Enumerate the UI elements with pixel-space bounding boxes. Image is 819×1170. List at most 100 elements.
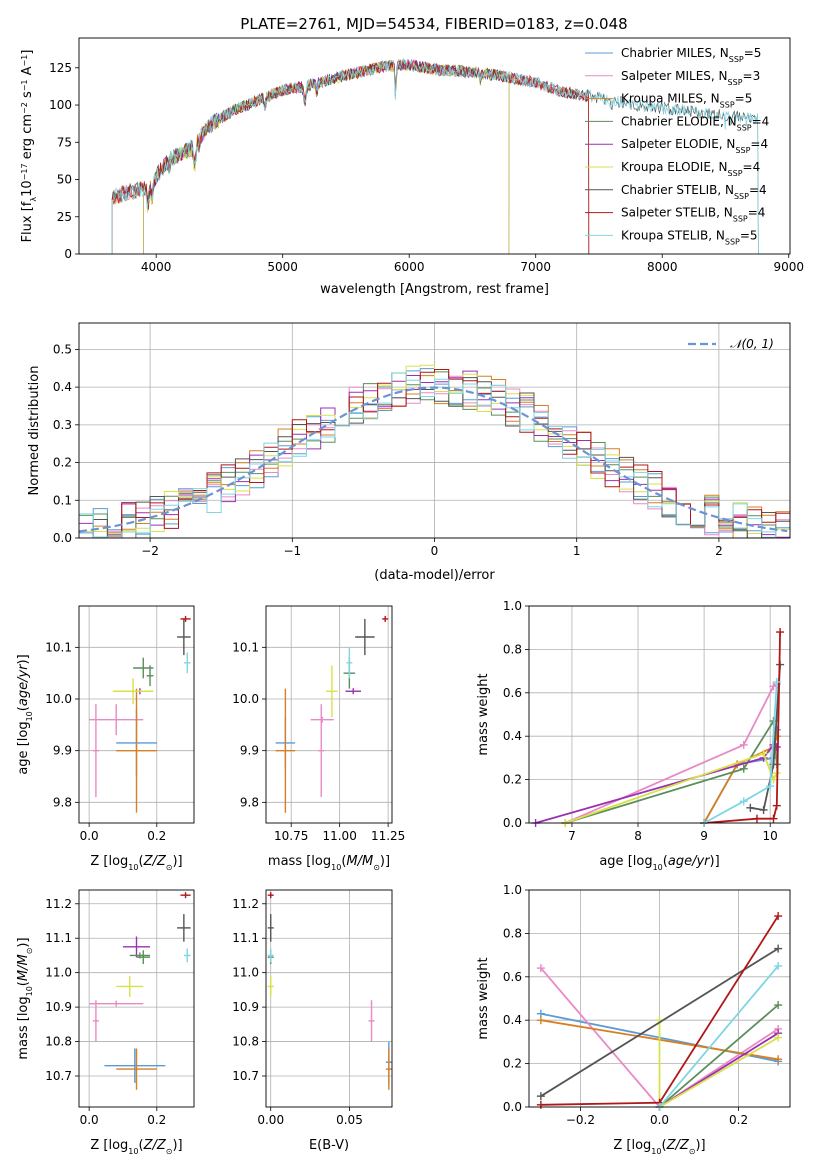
- x-tick-label: 0.0: [80, 1113, 99, 1127]
- y-tick-label: 0.2: [53, 456, 72, 470]
- text-part: 10: [653, 863, 663, 872]
- y-axis-label: mass weight: [476, 673, 491, 755]
- text-part: =5: [740, 228, 758, 242]
- text-part: =5: [735, 92, 753, 106]
- text-part: )]: [172, 1138, 182, 1153]
- text-part: Z/Z: [143, 854, 167, 869]
- y-tick-label: 11.1: [232, 931, 259, 945]
- weight-line-chabrier-stelib: [540, 947, 779, 1097]
- text-part: =4: [749, 183, 767, 197]
- x-axis-label: age [log10(age/yr)]: [599, 854, 719, 872]
- y-tick-label: 0.1: [53, 493, 72, 507]
- text-part: SSP: [728, 169, 743, 178]
- text-part: Z/Z: [666, 1138, 690, 1153]
- text-part: 10: [25, 711, 34, 721]
- y-tick-label: 125: [49, 61, 72, 75]
- x-tick-label: 1: [573, 544, 581, 558]
- legend-label: Kroupa MILES, NSSP=5: [621, 92, 752, 110]
- spectrum-line-salpeter-elodie: [143, 59, 510, 254]
- y-tick-label: 0.4: [53, 380, 72, 394]
- text-part: SSP: [734, 191, 749, 200]
- y-tick-label: 25: [57, 210, 72, 224]
- figure-title: PLATE=2761, MJD=54534, FIBERID=0183, z=0…: [240, 15, 627, 33]
- panel-mass_vs_ebv: 0.00 0.05 10.7 10.8 10.9 11.0 11.1 11.2 E(B-V): [232, 889, 393, 1153]
- text-part: M/M: [346, 854, 373, 869]
- text-part: 10: [651, 1147, 661, 1156]
- text-part: 10: [128, 863, 138, 872]
- text-part: SSP: [737, 123, 752, 132]
- x-tick-label: 0.0: [80, 829, 99, 843]
- text-part: mass [log: [16, 996, 31, 1059]
- axes-frame: [528, 605, 791, 824]
- y-tick-label: 0.6: [503, 970, 522, 984]
- axes-frame: [78, 889, 195, 1108]
- x-tick-label: −2: [141, 544, 159, 558]
- text-part: SSP: [735, 146, 750, 155]
- text-part: Z [log: [613, 1138, 651, 1153]
- spectrum-line-chabrier-elodie: [143, 59, 510, 254]
- text-part: Kroupa MILES, N: [621, 92, 720, 106]
- y-tick-label: 10.9: [45, 1000, 72, 1014]
- x-tick-label: −1: [283, 544, 301, 558]
- text-part: )]: [380, 854, 390, 869]
- text-part: Z [log: [90, 854, 128, 869]
- panel-spectrum: 4000 5000 6000 7000 8000 9000 0 25 50 75 100 125 Cha…: [20, 37, 804, 297]
- y-tick-label: 10.8: [232, 1035, 259, 1049]
- spectrum-line-kroupa-miles: [111, 60, 590, 254]
- y-tick-label: 0.0: [503, 816, 522, 830]
- y-tick-label: 0: [64, 247, 72, 261]
- x-tick-label: 5000: [267, 260, 298, 274]
- y-tick-label: 11.0: [232, 966, 259, 980]
- x-tick-label: 7: [568, 829, 576, 843]
- legend-label: Salpeter ELODIE, NSSP=4: [621, 137, 768, 155]
- normal-curve: [79, 386, 788, 533]
- text-part: Salpeter MILES, N: [621, 69, 728, 83]
- x-axis-label: (data-model)/error: [374, 568, 495, 583]
- x-axis-label: wavelength [Angstrom, rest frame]: [320, 282, 549, 297]
- text-part: (: [16, 706, 31, 711]
- legend-label: Salpeter MILES, NSSP=3: [621, 69, 760, 87]
- y-tick-label: 11.1: [45, 931, 72, 945]
- y-tick-label: 10.8: [45, 1035, 72, 1049]
- text-part: =4: [750, 137, 768, 151]
- legend-label: Salpeter STELIB, NSSP=4: [621, 206, 765, 224]
- text-part: age/yr: [16, 663, 31, 706]
- text-part: 10: [20, 180, 35, 197]
- legend-label: 𝒩(0, 1): [730, 337, 774, 351]
- text-part: (: [661, 1138, 666, 1153]
- y-tick-label: 1.0: [503, 883, 522, 897]
- text-part: (: [138, 854, 143, 869]
- text-part: Salpeter ELODIE, N: [621, 137, 735, 151]
- y-tick-label: 75: [57, 135, 72, 149]
- y-tick-label: 9.8: [240, 795, 259, 809]
- y-tick-label: 10.7: [232, 1069, 259, 1083]
- axes-frame: [78, 37, 791, 255]
- text-part: age [log: [599, 854, 652, 869]
- text-part: Chabrier ELODIE, N: [621, 114, 737, 128]
- text-part: =4: [752, 114, 770, 128]
- text-part: −17: [20, 163, 29, 180]
- text-part: Z/Z: [143, 1138, 167, 1153]
- y-tick-label: 10.7: [45, 1069, 72, 1083]
- x-axis-label: Z [log10(Z/Z⊙)]: [90, 854, 182, 872]
- x-tick-label: 11.00: [322, 829, 356, 843]
- chart-panels: 4000 5000 6000 7000 8000 90000255075100125Cha…: [16, 37, 804, 1156]
- weight-line-kroupa-elodie: [658, 1020, 779, 1107]
- text-part: SSP: [720, 100, 735, 109]
- panel-mass_vs_Z: 0.0 0.210.710.810.911.011.111.2Z [log10(Z…: [16, 889, 195, 1156]
- x-axis-label: E(B-V): [309, 1138, 349, 1153]
- text-part: age/yr: [668, 854, 711, 869]
- text-part: (: [341, 854, 346, 869]
- text-part: E(B-V): [309, 1138, 349, 1153]
- text-part: (: [138, 1138, 143, 1153]
- axes-frame: [78, 322, 791, 539]
- weight-line-kroupa-stelib: [658, 965, 779, 1107]
- text-part: ⊙: [166, 863, 173, 872]
- y-axis-label: mass [log10(M/M⊙)]: [16, 937, 34, 1059]
- axes-frame: [265, 889, 393, 1108]
- text-part: 10: [331, 863, 341, 872]
- text-part: =4: [748, 206, 766, 220]
- y-axis-label: Flux [fλ10−17 erg cm−2 s−1 A−1]: [20, 50, 38, 243]
- y-tick-label: 0.5: [53, 342, 72, 356]
